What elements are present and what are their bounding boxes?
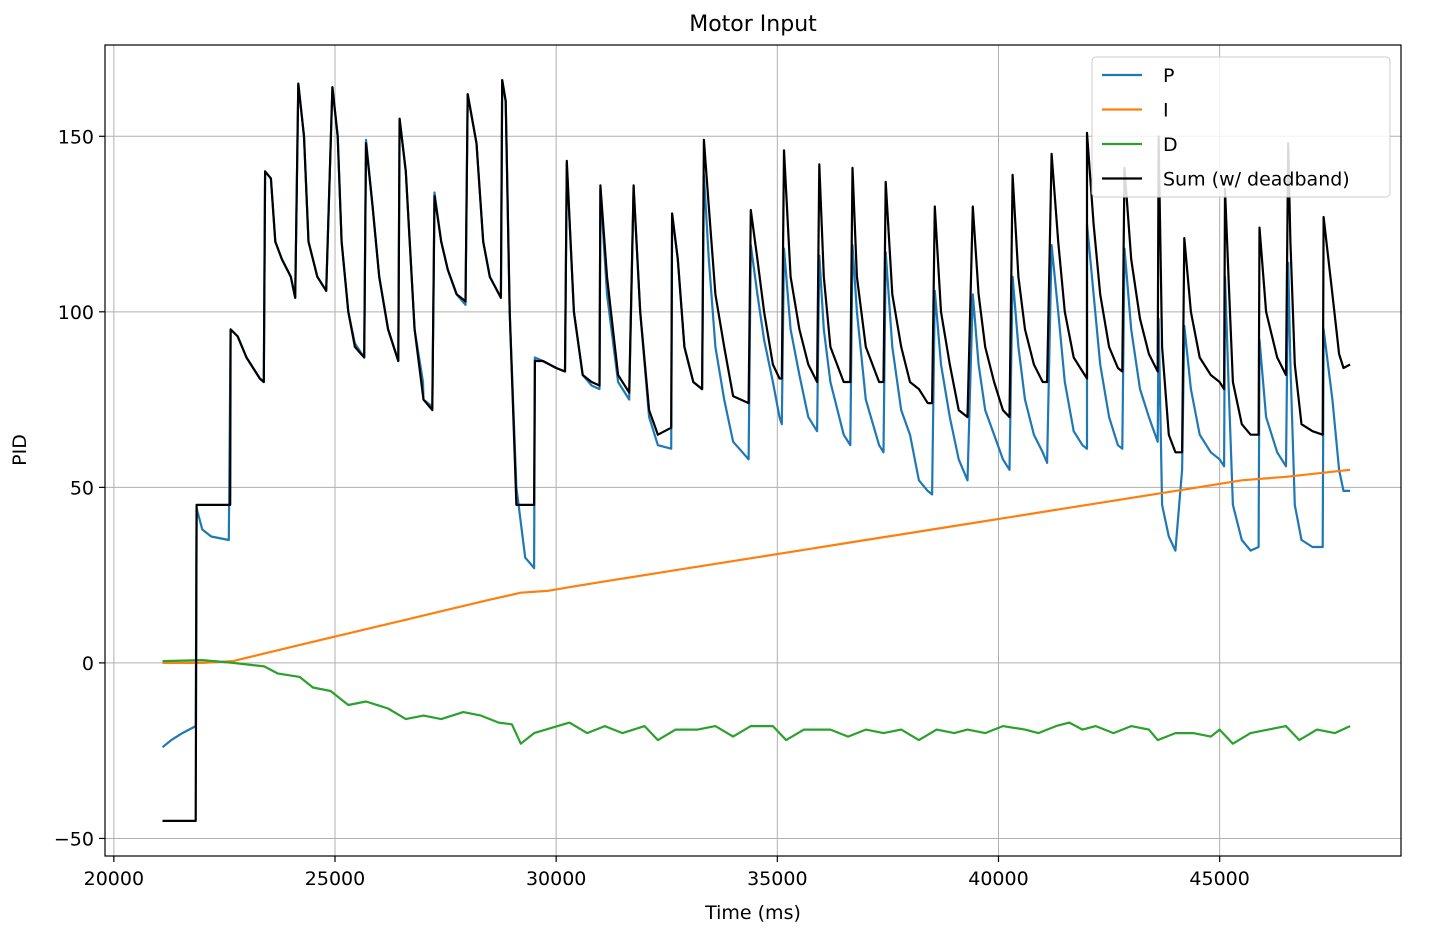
y-tick-label: 0 [82, 653, 94, 675]
legend-box [1091, 56, 1391, 198]
series-line-i [162, 468, 1351, 664]
series-line-d [162, 659, 1351, 745]
y-axis-label: PID [9, 434, 31, 466]
x-tick-label: 35000 [747, 868, 807, 890]
legend-label: D [1163, 134, 1178, 156]
legend-label: Sum (w/ deadband) [1163, 169, 1350, 191]
x-tick-label: 30000 [526, 868, 586, 890]
y-tick-label: 150 [58, 126, 94, 148]
series-line-sum [162, 79, 1351, 822]
x-tick-label: 40000 [968, 868, 1028, 890]
x-axis-ticks: 20000 25000 30000 35000 40000 45000 [84, 856, 1250, 890]
legend-label: P [1163, 65, 1174, 87]
plot-frame [104, 44, 1402, 857]
chart-title: Motor Input [689, 12, 817, 37]
y-tick-label: −50 [54, 828, 94, 850]
x-axis-label: Time (ms) [704, 902, 801, 924]
y-axis-ticks: −50 0 50 100 150 [54, 126, 105, 850]
x-tick-label: 25000 [305, 868, 365, 890]
x-tick-label: 45000 [1189, 868, 1249, 890]
legend: PID Sum (w/ deadband) [1091, 56, 1391, 198]
x-tick-label: 20000 [84, 868, 144, 890]
y-tick-label: 50 [70, 477, 94, 499]
y-tick-label: 100 [58, 302, 94, 324]
legend-label: I [1163, 100, 1169, 122]
series-lines [161, 79, 1351, 822]
